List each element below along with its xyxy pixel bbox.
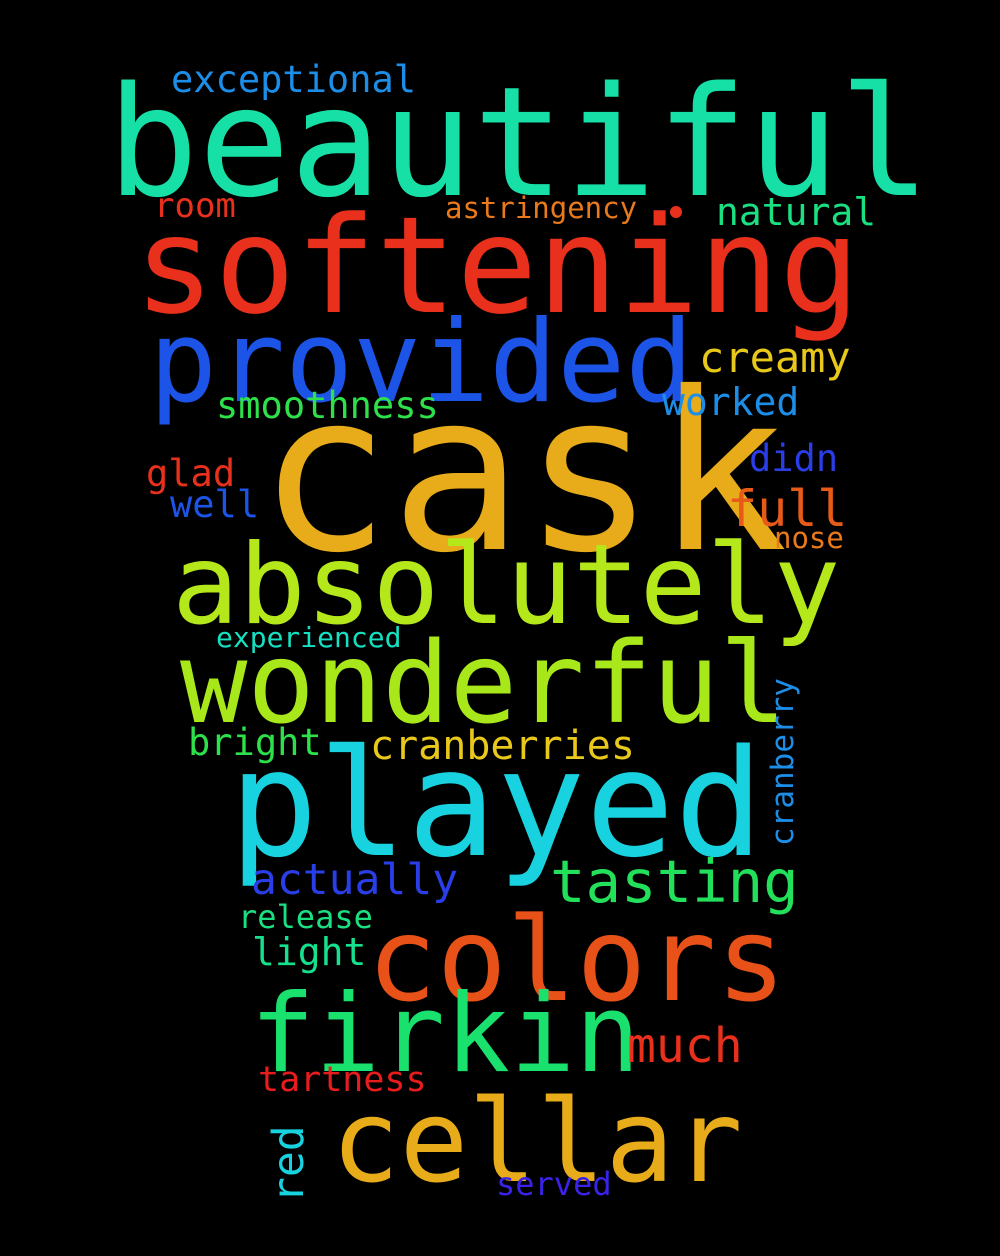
word-cask: cask bbox=[258, 345, 788, 601]
word-full: full bbox=[727, 480, 848, 538]
word-tartness: tartness bbox=[258, 1060, 427, 1100]
word-exceptional: exceptional bbox=[171, 58, 417, 101]
word-red: red bbox=[264, 1125, 314, 1203]
word-tasting: tasting bbox=[550, 847, 799, 916]
word-release: release bbox=[238, 898, 373, 936]
word-light: light bbox=[252, 930, 367, 974]
word-much: much bbox=[627, 1018, 743, 1074]
word-played: played bbox=[229, 718, 764, 890]
word-absolutely: absolutely bbox=[172, 521, 841, 650]
word-firkin: firkin bbox=[250, 972, 641, 1097]
word-wonderful: wonderful bbox=[180, 619, 787, 749]
word-smoothness: smoothness bbox=[216, 384, 439, 427]
word-colors: colors bbox=[367, 893, 787, 1028]
word-experienced: experienced bbox=[216, 621, 402, 654]
word-cranberries: cranberries bbox=[370, 723, 635, 769]
word-natural: natural bbox=[716, 190, 877, 234]
word-cranberry: cranberry bbox=[765, 678, 801, 846]
word-beautiful: beautiful bbox=[107, 54, 931, 231]
word-softening: softening bbox=[134, 188, 861, 344]
word-cellar: cellar bbox=[331, 1075, 743, 1208]
word-didn: didn bbox=[749, 437, 839, 480]
word-astringency: astringency bbox=[445, 191, 638, 225]
word-worked: worked bbox=[662, 380, 800, 424]
word-glad: glad bbox=[146, 452, 236, 495]
word-room: room bbox=[154, 186, 236, 226]
word-actually: actually bbox=[251, 855, 459, 905]
word-well: well bbox=[170, 483, 260, 526]
dot-mark bbox=[670, 206, 682, 218]
word-creamy: creamy bbox=[699, 333, 851, 382]
word-served: served bbox=[496, 1165, 612, 1203]
word-provided: provided bbox=[149, 296, 694, 428]
word-nose: nose bbox=[774, 521, 844, 555]
word-bright: bright bbox=[188, 721, 322, 764]
